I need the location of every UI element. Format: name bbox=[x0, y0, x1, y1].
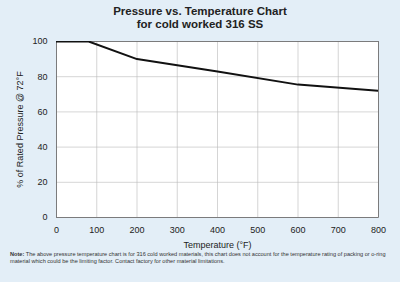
svg-text:60: 60 bbox=[37, 107, 47, 117]
svg-text:% of Rated Pressure @ 72°F: % of Rated Pressure @ 72°F bbox=[15, 71, 25, 188]
svg-text:500: 500 bbox=[250, 225, 265, 235]
svg-text:400: 400 bbox=[210, 225, 225, 235]
svg-text:100: 100 bbox=[32, 36, 47, 46]
html-text:Pressure vs. Temperature Chart: Pressure vs. Temperature Chart bbox=[113, 5, 287, 17]
svg-text:80: 80 bbox=[37, 72, 47, 82]
svg-text:Temperature (°F): Temperature (°F) bbox=[183, 240, 251, 250]
svg-text:200: 200 bbox=[129, 225, 144, 235]
svg-text:0: 0 bbox=[54, 225, 59, 235]
svg-text:40: 40 bbox=[37, 142, 47, 152]
svg-text:600: 600 bbox=[290, 225, 305, 235]
svg-text:100: 100 bbox=[89, 225, 104, 235]
svg-text:0: 0 bbox=[42, 212, 47, 222]
html-text:for cold worked 316 SS: for cold worked 316 SS bbox=[136, 18, 264, 30]
svg-text:20: 20 bbox=[37, 177, 47, 187]
svg-text:800: 800 bbox=[371, 225, 386, 235]
html-text:Note: The above pressure tempe: Note: The above pressure temperature cha… bbox=[10, 251, 386, 264]
svg-text:700: 700 bbox=[331, 225, 346, 235]
svg-text:300: 300 bbox=[170, 225, 185, 235]
